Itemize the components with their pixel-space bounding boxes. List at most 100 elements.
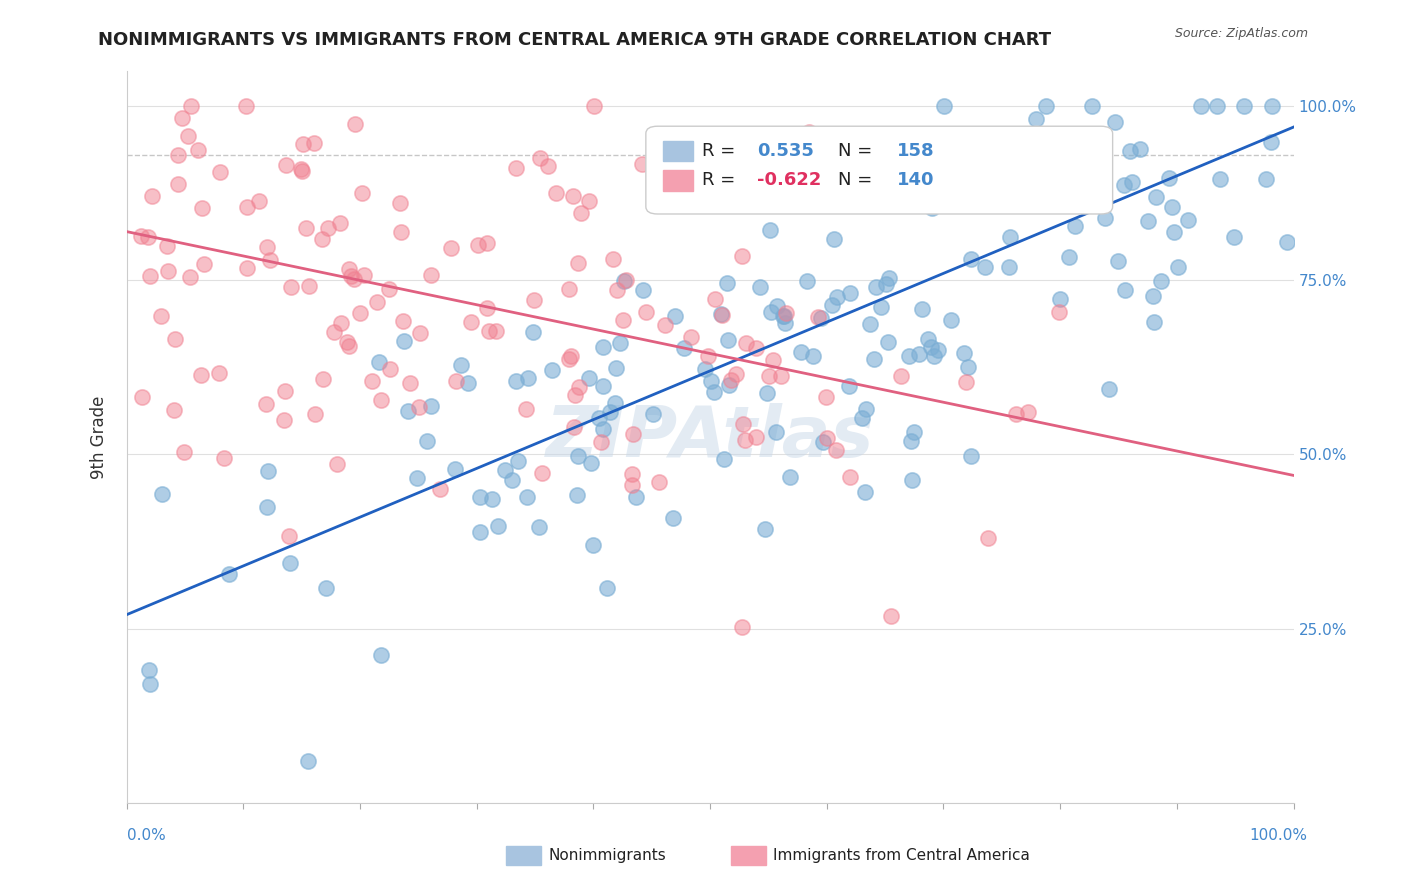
Point xyxy=(1057,250,1080,264)
Point xyxy=(139,268,162,283)
Point xyxy=(1004,407,1026,421)
Point xyxy=(1144,190,1167,204)
Point xyxy=(129,229,152,244)
Point xyxy=(439,242,461,256)
Point xyxy=(591,435,613,450)
Point xyxy=(256,465,278,479)
Point xyxy=(773,309,796,323)
Point xyxy=(592,378,614,392)
Text: 140: 140 xyxy=(897,171,934,189)
Point xyxy=(1177,212,1199,227)
Point xyxy=(710,307,733,321)
Text: N =: N = xyxy=(838,142,879,160)
Point xyxy=(863,351,886,366)
Point xyxy=(713,452,735,467)
Text: 0.0%: 0.0% xyxy=(127,828,166,843)
Point xyxy=(592,341,614,355)
Point xyxy=(977,531,1000,545)
Point xyxy=(1052,195,1074,210)
Point xyxy=(561,188,583,202)
Point xyxy=(368,354,391,368)
Point xyxy=(256,240,278,254)
Point xyxy=(560,350,582,364)
Point xyxy=(839,469,862,483)
Point xyxy=(150,487,173,501)
Point xyxy=(1137,214,1160,228)
Point xyxy=(630,157,652,171)
Point xyxy=(541,362,564,376)
Point xyxy=(603,396,626,410)
Point xyxy=(875,277,897,292)
Point xyxy=(838,379,860,393)
Point xyxy=(1092,186,1115,200)
Point xyxy=(583,99,606,113)
Point xyxy=(815,431,838,445)
Point xyxy=(609,336,631,351)
Point xyxy=(136,230,159,244)
Point xyxy=(276,158,298,172)
Point xyxy=(664,309,686,323)
Point xyxy=(851,411,873,425)
Point xyxy=(1142,289,1164,303)
Point xyxy=(1223,230,1246,244)
Point xyxy=(131,391,153,405)
Text: R =: R = xyxy=(702,171,741,189)
Point xyxy=(779,470,801,484)
Point xyxy=(870,300,893,314)
Point xyxy=(236,261,259,276)
Point xyxy=(444,374,467,388)
Point xyxy=(924,182,946,196)
Point xyxy=(149,309,172,323)
Point xyxy=(564,419,586,434)
Point xyxy=(1150,274,1173,288)
Point xyxy=(565,488,588,502)
Point xyxy=(796,274,818,288)
Point xyxy=(725,367,748,381)
Point xyxy=(592,422,614,436)
Point xyxy=(1097,382,1119,396)
Point xyxy=(1233,99,1256,113)
Text: R =: R = xyxy=(702,142,741,160)
Point xyxy=(349,306,371,320)
Point xyxy=(621,467,644,482)
Point xyxy=(626,490,648,504)
Point xyxy=(177,128,200,143)
Point xyxy=(389,225,412,239)
Text: NONIMMIGRANTS VS IMMIGRANTS FROM CENTRAL AMERICA 9TH GRADE CORRELATION CHART: NONIMMIGRANTS VS IMMIGRANTS FROM CENTRAL… xyxy=(98,31,1052,49)
Point xyxy=(208,165,231,179)
Point xyxy=(1107,254,1129,268)
Point xyxy=(811,434,834,449)
Point xyxy=(716,276,738,290)
Point xyxy=(527,519,550,533)
Point xyxy=(316,221,339,235)
Point xyxy=(613,274,636,288)
Point xyxy=(606,283,628,297)
Point xyxy=(1094,211,1116,226)
Point xyxy=(567,449,589,463)
Point xyxy=(486,519,509,533)
Point xyxy=(457,376,479,390)
Point xyxy=(481,491,503,506)
Point xyxy=(450,358,472,372)
Point xyxy=(955,376,977,390)
Point xyxy=(477,301,499,315)
Point xyxy=(567,256,589,270)
Point xyxy=(478,324,501,338)
Point xyxy=(602,252,624,267)
Point xyxy=(277,529,299,543)
Point xyxy=(1159,170,1181,185)
Point xyxy=(304,136,326,151)
Point xyxy=(718,377,741,392)
Point xyxy=(773,316,796,330)
Point xyxy=(378,361,401,376)
Point xyxy=(1114,178,1136,192)
Point xyxy=(1209,171,1232,186)
Point xyxy=(190,368,212,382)
Point xyxy=(212,451,235,466)
Point xyxy=(765,425,787,439)
Y-axis label: 9th Grade: 9th Grade xyxy=(90,395,108,479)
Point xyxy=(1063,219,1085,233)
Point xyxy=(1081,99,1104,113)
Point xyxy=(939,313,962,327)
Point xyxy=(801,349,824,363)
